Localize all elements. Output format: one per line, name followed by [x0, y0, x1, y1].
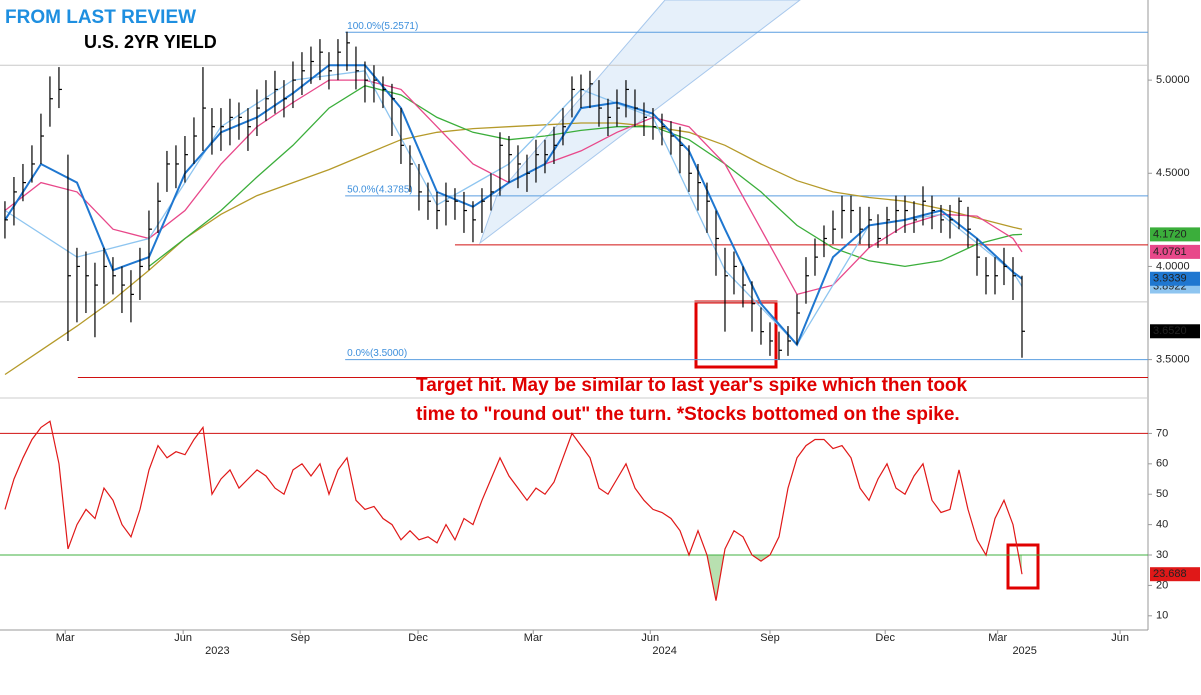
y-tick-label: 70: [1156, 427, 1168, 439]
y-tick-label: 3.5000: [1156, 354, 1190, 366]
moving-average: [148, 85, 1023, 268]
chart-title: FROM LAST REVIEW: [5, 7, 196, 28]
last-value-box: [1150, 567, 1200, 582]
x-tick-label: Jun: [174, 632, 192, 644]
last-value-label: 3.6520: [1153, 325, 1187, 337]
rsi-line: [4, 420, 1023, 601]
year-label: 2024: [652, 645, 676, 657]
x-tick-label: Jun: [641, 632, 659, 644]
y-tick-label: 20: [1156, 579, 1168, 591]
last-value-label: 3.9339: [1153, 273, 1187, 285]
fib-label: 50.0%(4.3785): [347, 185, 413, 196]
last-value-box: [1150, 244, 1200, 259]
annotation: Target hit. May be similar to last year'…: [416, 375, 968, 396]
y-tick-label: 30: [1156, 549, 1168, 561]
highlight-box: [1006, 543, 1040, 590]
y-tick-label: 10: [1156, 610, 1168, 622]
x-tick-label: Sep: [290, 632, 310, 644]
y-tick-label: 4.5000: [1156, 167, 1190, 179]
year-label: 2023: [205, 645, 229, 657]
x-tick-label: Mar: [524, 632, 543, 644]
fib-label: 0.0%(3.5000): [347, 348, 407, 359]
y-tick-label: 60: [1156, 458, 1168, 470]
last-value-label: 4.1720: [1153, 228, 1187, 240]
y-tick-label: 5.0000: [1156, 74, 1190, 86]
y-tick-label: 40: [1156, 519, 1168, 531]
x-tick-label: Mar: [988, 632, 1007, 644]
y-tick-label: 4.0000: [1156, 260, 1190, 272]
x-tick-label: Sep: [760, 632, 780, 644]
last-value-box: [1150, 227, 1200, 242]
last-value-box: [1150, 324, 1200, 339]
y-tick-label: 50: [1156, 488, 1168, 500]
last-value-box: [1150, 271, 1200, 286]
fib-label: 100.0%(5.2571): [347, 21, 418, 32]
last-value-label: 23.688: [1153, 568, 1187, 580]
last-value-label: 4.0781: [1153, 246, 1187, 258]
x-tick-label: Dec: [875, 632, 895, 644]
x-tick-label: Mar: [56, 632, 75, 644]
chart-subtitle: U.S. 2YR YIELD: [84, 32, 217, 52]
year-label: 2025: [1012, 645, 1036, 657]
x-tick-label: Jun: [1111, 632, 1129, 644]
x-tick-label: Dec: [408, 632, 428, 644]
annotation: time to "round out" the turn. *Stocks bo…: [416, 404, 960, 425]
